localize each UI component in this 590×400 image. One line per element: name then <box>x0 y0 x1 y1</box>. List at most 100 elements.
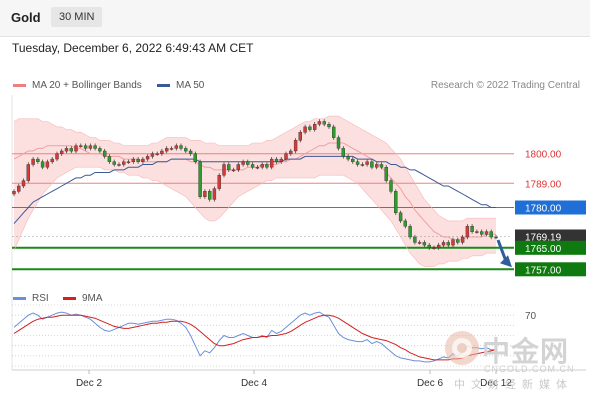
ma50-swatch <box>157 83 170 87</box>
candle-body <box>470 226 474 232</box>
candle-body <box>227 164 231 171</box>
bb-lower-line <box>13 166 496 267</box>
candle-body <box>98 148 102 152</box>
candle-body <box>379 164 384 168</box>
candle-body <box>88 145 93 149</box>
candle-body <box>422 242 427 246</box>
candle-body <box>93 145 97 149</box>
candle-body <box>188 150 193 154</box>
candle-body <box>341 148 345 157</box>
level-label-1765-00: 1765.00 <box>525 244 562 255</box>
x-tick-label: Dec 12 <box>480 378 512 389</box>
candle-body <box>164 148 169 152</box>
candle-body <box>31 158 35 165</box>
candle-body <box>270 158 274 168</box>
candle-body <box>322 121 326 125</box>
candle-body <box>394 191 398 214</box>
candle-body <box>475 231 479 233</box>
candle-body <box>246 161 250 165</box>
candle-body <box>417 242 422 244</box>
datetime-label: Tuesday, December 6, 2022 6:49:43 AM CET <box>12 41 254 55</box>
candle-body <box>456 239 460 243</box>
candle-body <box>207 191 212 200</box>
candle-body <box>126 161 131 164</box>
level-label-1769-19: 1769.19 <box>525 233 562 244</box>
candle-body <box>21 180 26 187</box>
candle-body <box>102 150 107 157</box>
rsi-ma-line <box>13 314 497 361</box>
x-tick-label: Dec 6 <box>417 378 444 389</box>
legend-rsi: RSI <box>13 293 49 304</box>
candle-body <box>332 126 336 138</box>
candle-body <box>36 158 40 163</box>
candle-body <box>131 158 136 163</box>
level-label-1757-00: 1757.00 <box>525 265 562 276</box>
legend-ma50: MA 50 <box>157 80 204 91</box>
candle-body <box>45 161 50 168</box>
candle-body <box>250 164 255 168</box>
candle-body <box>313 123 317 130</box>
candle-body <box>179 145 183 149</box>
candle-body <box>303 126 307 133</box>
candle-body <box>437 244 441 249</box>
candle-body <box>293 140 298 152</box>
candle-body <box>460 236 465 243</box>
candle-body <box>308 126 312 130</box>
candle-body <box>145 156 150 160</box>
candle-body <box>50 158 54 163</box>
legend-bollinger-label: MA 20 + Bollinger Bands <box>32 80 142 91</box>
level-tag-1769-19 <box>515 229 586 244</box>
x-tick-label: Dec 4 <box>241 378 268 389</box>
candle-body <box>160 150 164 154</box>
candle-body <box>60 150 64 154</box>
candle-body <box>40 161 45 168</box>
candle-body <box>83 145 88 149</box>
candle-body <box>17 185 21 192</box>
candle-body <box>212 188 217 200</box>
ma20-line <box>13 142 496 241</box>
level-label-1800-00: 1800.00 <box>525 150 562 161</box>
candle-body <box>222 164 226 176</box>
legend-rsi-label: RSI <box>32 293 49 304</box>
candle-body <box>489 231 493 238</box>
candle-body <box>217 174 221 189</box>
candle-body <box>255 166 260 169</box>
candle-body <box>184 148 188 152</box>
watermark: 中金网 CNGOLD.COM.CN 中文财经新媒体 <box>440 326 580 391</box>
candle-body <box>441 242 446 246</box>
level-label-1780-00: 1780.00 <box>525 204 562 215</box>
candle-body <box>174 145 179 149</box>
candle-body <box>136 158 140 163</box>
rsi-tick-70: 70 <box>525 311 537 322</box>
candle-body <box>384 166 388 181</box>
candle-body <box>298 131 302 141</box>
forecast-arrow-head <box>500 255 512 268</box>
candle-body <box>112 161 116 165</box>
top-bar: Gold 30 MIN <box>0 0 590 37</box>
candle-body <box>484 231 489 235</box>
level-tag-1765-00 <box>515 240 586 255</box>
candle-body <box>403 220 407 227</box>
level-tag-1757-00 <box>515 262 586 277</box>
credit-label: Research © 2022 Trading Central <box>430 80 580 91</box>
watermark-logo <box>445 331 479 365</box>
candle-body <box>346 156 350 160</box>
bollinger-swatch <box>13 83 26 87</box>
legend-ma50-label: MA 50 <box>176 80 205 91</box>
candle-body <box>446 242 450 246</box>
legend-bollinger: MA 20 + Bollinger Bands <box>13 80 142 91</box>
candle-body <box>274 158 279 163</box>
candle-body <box>26 164 30 181</box>
candle-body <box>279 158 283 163</box>
candle-body <box>203 191 207 197</box>
candle-body <box>432 247 436 250</box>
candle-body <box>465 226 470 238</box>
timeframe-badge[interactable]: 30 MIN <box>51 7 103 27</box>
candle-body <box>55 153 59 160</box>
candle-body <box>117 164 121 166</box>
candle-body <box>107 156 112 162</box>
candle-body <box>284 153 288 160</box>
candle-body <box>289 150 293 154</box>
bb-upper-line <box>13 115 496 222</box>
